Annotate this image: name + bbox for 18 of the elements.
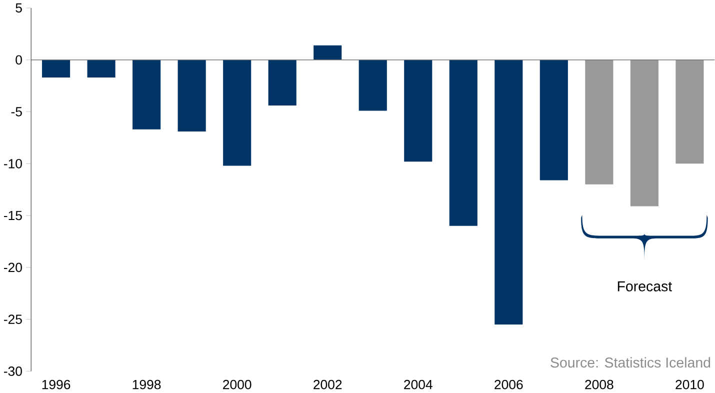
x-tick-label: 2004 (404, 380, 432, 390)
x-tick-label: 1996 (42, 380, 70, 390)
y-tick-label: 0 (16, 55, 22, 65)
y-tick-label: -20 (4, 262, 22, 272)
y-tick-label: -30 (4, 366, 22, 376)
x-tick-label: 2010 (676, 380, 704, 390)
x-tick-label: 2006 (494, 380, 523, 390)
y-tick-label: -25 (4, 314, 22, 324)
y-tick-label: -10 (4, 159, 22, 169)
x-tick-label: 1998 (132, 380, 161, 390)
x-tick-label: 2008 (585, 380, 614, 390)
x-tick-label: 2002 (314, 380, 342, 390)
annotation: Forecast (618, 282, 672, 292)
annotation: Source: Statistics Iceland (550, 357, 710, 368)
x-tick-label: 2000 (223, 380, 252, 390)
y-tick-label: -15 (4, 211, 22, 220)
y-tick-label: 5 (16, 4, 22, 13)
y-tick-label: -5 (11, 107, 22, 117)
